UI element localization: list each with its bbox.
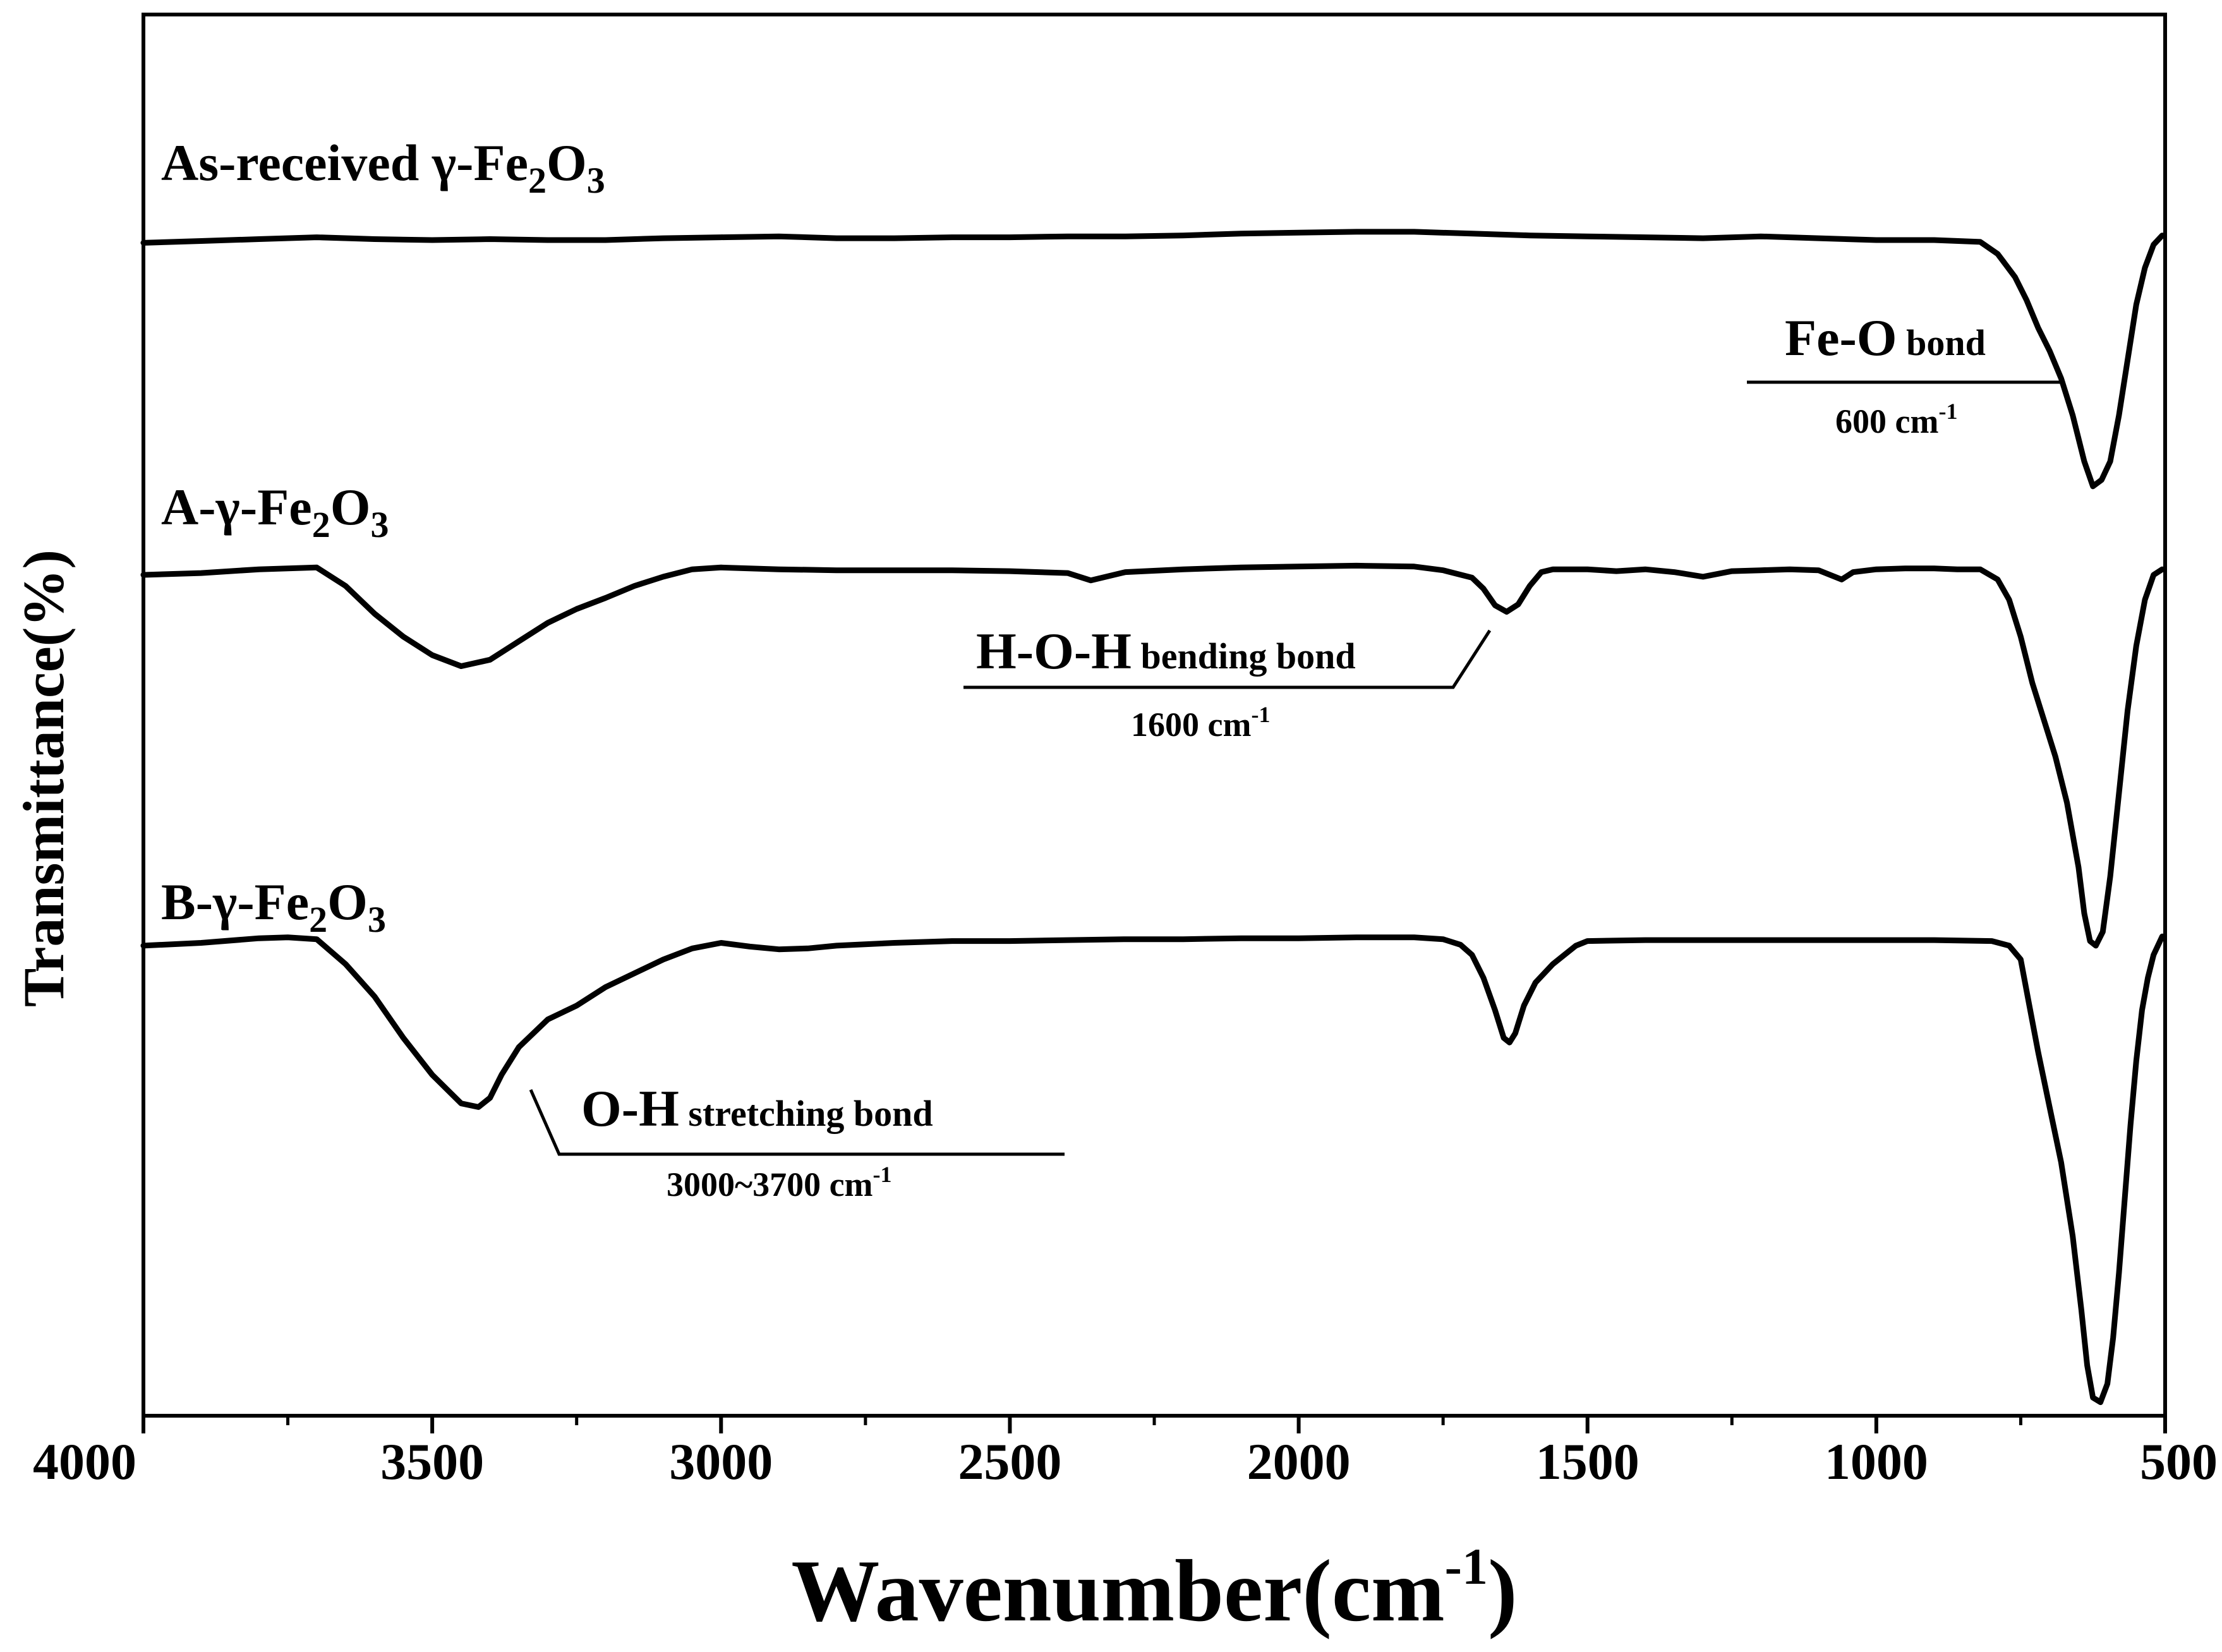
x-tick-label-2500: 2500 — [958, 1433, 1061, 1490]
series-line-1 — [140, 229, 2165, 490]
series-label-1: As-received γ-Fe2O3 — [161, 134, 605, 201]
series-lines — [140, 229, 2165, 1406]
x-tick-label-2000: 2000 — [1247, 1433, 1351, 1490]
x-axis-label: Wavenumber(cm-1) — [791, 1538, 1517, 1640]
annotation-title-hoh: H-O-H bending bond — [976, 622, 1356, 680]
annotation-value-fe-o: 600 cm-1 — [1835, 399, 1957, 440]
annotation-title-oh: O-H stretching bond — [581, 1080, 933, 1137]
annotation-value-oh: 3000~3700 cm-1 — [667, 1162, 892, 1203]
y-axis-label: Transmittance(%) — [11, 550, 76, 1007]
x-tick-label-3000: 3000 — [669, 1433, 773, 1490]
x-axis-label-sup: -1 — [1445, 1538, 1488, 1595]
series-line-3 — [140, 933, 2165, 1406]
x-axis-label-main: Wavenumber(cm — [791, 1542, 1444, 1640]
x-axis: 4000 3500 3000 2500 2000 1500 1000 500 — [33, 1416, 2218, 1490]
x-tick-label-1000: 1000 — [1825, 1433, 1928, 1490]
annotation-title-fe-o: Fe-O bond — [1785, 309, 1986, 366]
annotation-value-hoh: 1600 cm-1 — [1131, 702, 1270, 744]
series-labels: As-received γ-Fe2O3 A-γ-Fe2O3 B-γ-Fe2O3 — [161, 134, 605, 940]
series-label-3: B-γ-Fe2O3 — [161, 873, 386, 940]
annotations: Fe-O bond 600 cm-1 H-O-H bending bond 1600 … — [529, 309, 2061, 1203]
annotation-leader-oh — [529, 1088, 1065, 1156]
series-label-2: A-γ-Fe2O3 — [161, 478, 389, 545]
x-tick-label-500: 500 — [2140, 1433, 2218, 1490]
x-axis-label-close: ) — [1488, 1542, 1518, 1640]
x-tick-label-3500: 3500 — [380, 1433, 484, 1490]
x-tick-label-4000: 4000 — [33, 1433, 136, 1490]
annotation-leader-hoh — [963, 629, 1492, 689]
series-line-2 — [140, 562, 2165, 949]
x-tick-label-1500: 1500 — [1536, 1433, 1639, 1490]
